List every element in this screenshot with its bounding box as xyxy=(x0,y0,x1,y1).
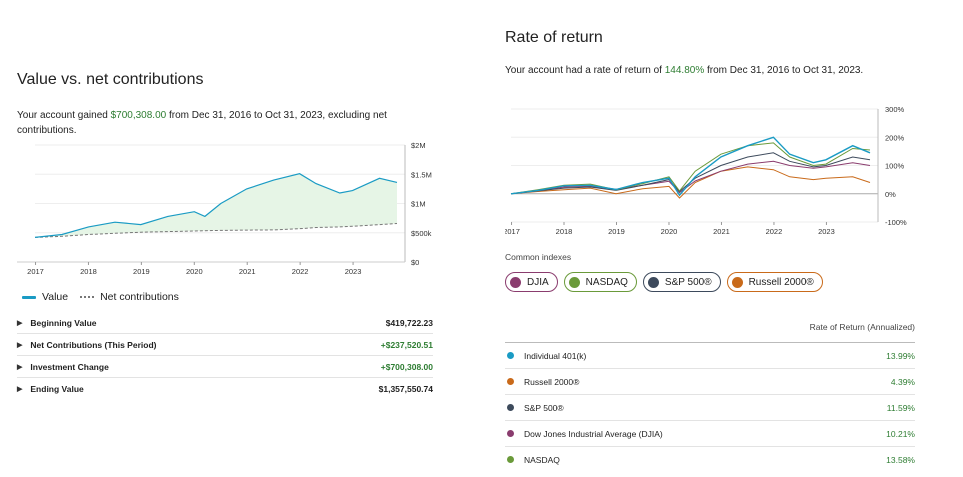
rate-value: 13.58% xyxy=(886,454,915,465)
series-line-individual-401-k xyxy=(510,136,871,197)
net-contributions-legend-swatch xyxy=(80,296,95,298)
expand-caret-icon[interactable]: ▶ xyxy=(17,341,23,349)
summary-value: +$700,308.00 xyxy=(380,361,433,372)
value-area xyxy=(35,173,397,238)
y-tick-label: 0% xyxy=(885,190,896,199)
value-legend-label: Value xyxy=(42,291,69,303)
rate-value: 13.99% xyxy=(886,350,915,361)
nasdaq-toggle[interactable]: NASDAQ xyxy=(563,272,637,292)
rate-of-return-subtitle: Your account had a rate of return of 144… xyxy=(505,65,864,76)
y-tick-label: $1.5M xyxy=(411,170,432,179)
common-indexes-label: Common indexes xyxy=(505,252,572,262)
summary-row-net-contributions[interactable]: ▶ Net Contributions (This Period) +$237,5… xyxy=(17,334,433,356)
series-line-djia xyxy=(510,160,871,195)
y-tick-label: $1M xyxy=(411,200,426,209)
summary-row-ending-value[interactable]: ▶ Ending Value $1,357,550.74 xyxy=(17,383,433,394)
summary-value: $1,357,550.74 xyxy=(378,383,433,394)
summary-value: +$237,520.51 xyxy=(380,339,433,350)
y-tick-label: -100% xyxy=(885,218,907,227)
rate-row-sp500: S&P 500® 11.59% xyxy=(505,395,915,421)
x-tick-label: 2023 xyxy=(345,267,362,276)
net-contributions-legend-label: Net contributions xyxy=(100,291,179,303)
y-tick-label: $0 xyxy=(411,258,419,267)
rate-row-russell-2000: Russell 2000® 4.39% xyxy=(505,369,915,395)
x-tick-label: 2020 xyxy=(186,267,203,276)
summary-value: $419,722.23 xyxy=(385,317,433,328)
series-color-dot xyxy=(507,456,514,463)
x-tick-label: 2022 xyxy=(766,227,783,236)
y-tick-label: 100% xyxy=(885,162,905,171)
value-chart-legend: Value Net contributions xyxy=(22,291,179,303)
value-legend-swatch xyxy=(22,295,36,299)
rate-of-return-chart: 2017 2018 2019 2020 2021 2022 2023 300% 200% 100… xyxy=(505,105,907,236)
gain-amount: $700,308.00 xyxy=(110,110,167,121)
y-tick-label: 300% xyxy=(885,105,905,114)
x-tick-label: 2017 xyxy=(27,267,44,276)
series-line-s-p-500 xyxy=(510,152,871,195)
rate-value: 4.39% xyxy=(890,376,915,387)
djia-toggle-dot xyxy=(510,276,521,288)
series-line-nasdaq xyxy=(510,142,871,195)
index-toggle-group: DJIA NASDAQ S&P 500® Russell 2000® xyxy=(505,272,823,292)
rate-row-nasdaq: NASDAQ 13.58% xyxy=(505,447,915,472)
x-tick-label: 2019 xyxy=(608,227,625,236)
x-tick-label: 2020 xyxy=(661,227,678,236)
value-line xyxy=(34,173,398,238)
x-tick-label: 2017 xyxy=(505,227,520,236)
sp500-toggle[interactable]: S&P 500® xyxy=(642,272,721,292)
expand-caret-icon[interactable]: ▶ xyxy=(17,363,23,371)
x-tick-label: 2018 xyxy=(556,227,573,236)
rate-value: 11.59% xyxy=(886,402,915,413)
y-tick-label: $2M xyxy=(411,141,426,150)
rate-value: 10.21% xyxy=(886,428,915,439)
y-tick-label: 200% xyxy=(885,133,905,142)
expand-caret-icon[interactable]: ▶ xyxy=(17,319,23,327)
russell-2000-toggle[interactable]: Russell 2000® xyxy=(726,272,823,292)
expand-caret-icon[interactable]: ▶ xyxy=(17,385,23,393)
y-tick-label: $500k xyxy=(411,229,432,238)
rate-row-djia: Dow Jones Industrial Average (DJIA) 10.2… xyxy=(505,421,915,447)
value-chart-subtitle: Your account gained $700,308.00 from Dec… xyxy=(17,110,387,136)
series-color-dot xyxy=(507,404,514,411)
summary-table: ▶ Beginning Value $419,722.23 ▶ Net Contri… xyxy=(17,312,433,399)
summary-row-beginning-value[interactable]: ▶ Beginning Value $419,722.23 xyxy=(17,312,433,334)
summary-row-investment-change[interactable]: ▶ Investment Change +$700,308.00 xyxy=(17,356,433,378)
djia-toggle[interactable]: DJIA xyxy=(505,272,558,292)
value-chart: 2017 2018 2019 2020 2021 2022 2023 $2M $1.5M $1M… xyxy=(17,141,432,276)
nasdaq-toggle-dot xyxy=(568,276,580,288)
value-chart-title: Value vs. net contributions xyxy=(17,71,204,88)
rate-row-individual-401k: Individual 401(k) 13.99% xyxy=(505,343,915,369)
x-tick-label: 2022 xyxy=(292,267,309,276)
series-color-dot xyxy=(507,378,514,385)
rate-of-return-title: Rate of return xyxy=(505,29,603,46)
series-color-dot xyxy=(507,352,514,359)
sp500-toggle-dot xyxy=(647,276,659,288)
x-tick-label: 2019 xyxy=(133,267,150,276)
series-line-russell-2000 xyxy=(510,166,871,199)
rate-value: 144.80% xyxy=(664,65,705,76)
rate-table-header: Rate of Return (Annualized) xyxy=(505,322,915,343)
x-tick-label: 2023 xyxy=(818,227,835,236)
rate-of-return-table: Individual 401(k) 13.99% Russell 2000® 4… xyxy=(505,343,915,472)
russell-2000-toggle-dot xyxy=(731,276,743,288)
x-tick-label: 2018 xyxy=(80,267,97,276)
x-tick-label: 2021 xyxy=(239,267,256,276)
series-color-dot xyxy=(507,430,514,437)
net-contributions-line xyxy=(34,223,398,238)
x-tick-label: 2021 xyxy=(713,227,730,236)
